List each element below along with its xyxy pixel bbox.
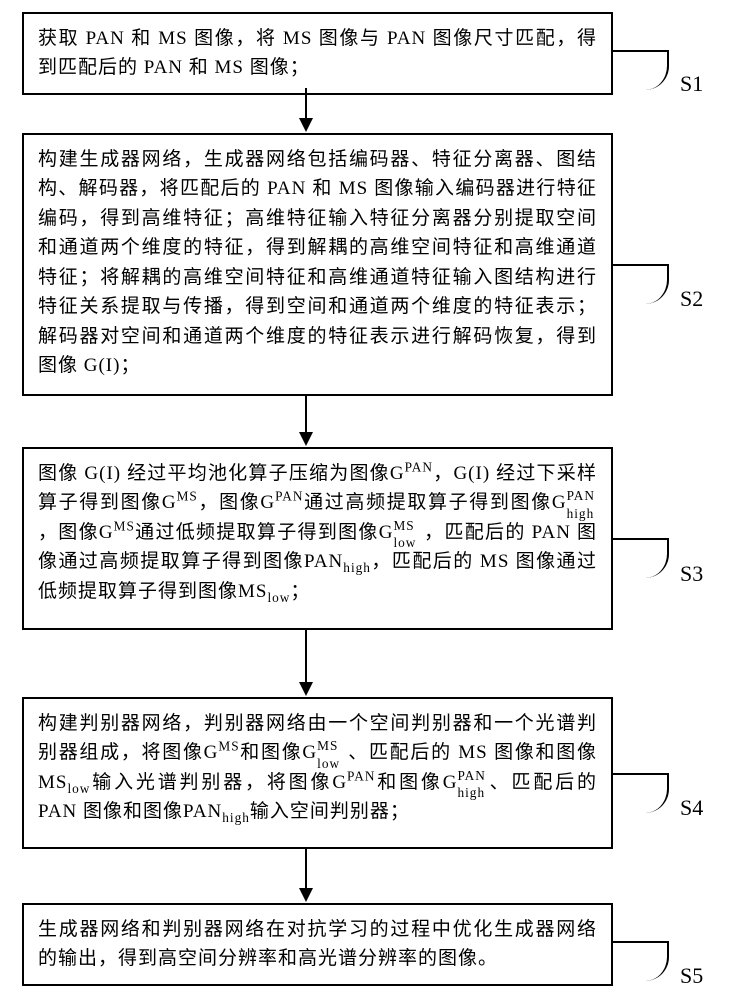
- flowchart-container: 获取 PAN 和 MS 图像，将 MS 图像与 PAN 图像尺寸匹配，得到匹配后…: [0, 0, 735, 1000]
- connector-s1: [613, 50, 669, 90]
- step-label-s4: S4: [680, 795, 703, 821]
- connector-s5: [613, 941, 669, 981]
- arrow-s1-s2-line: [305, 88, 307, 118]
- step-box-s4: 构建判别器网络，判别器网络由一个空间判别器和一个光谱判别器组成，将图像GMS和图…: [22, 697, 613, 849]
- step-label-s5: S5: [680, 963, 703, 989]
- arrow-s3-s4-line: [305, 630, 307, 682]
- step-label-s2: S2: [680, 286, 703, 312]
- arrow-s4-s5-head: [299, 888, 313, 902]
- connector-s2: [613, 264, 669, 304]
- step-box-s2: 构建生成器网络，生成器网络包括编码器、特征分离器、图结构、解码器，将匹配后的 P…: [22, 133, 613, 396]
- connector-s4: [613, 773, 669, 813]
- step-label-s3: S3: [680, 561, 703, 587]
- connector-s3: [613, 538, 669, 578]
- arrow-s3-s4-head: [299, 682, 313, 696]
- arrow-s4-s5-line: [305, 849, 307, 888]
- step-box-s3: 图像 G(I) 经过平均池化算子压缩为图像GPAN，G(I) 经过下采样算子得到…: [22, 447, 613, 630]
- step-box-s5: 生成器网络和判别器网络在对抗学习的过程中优化生成器网络的输出，得到高空间分辨率和…: [22, 903, 613, 986]
- arrow-s2-s3-head: [299, 432, 313, 446]
- step-box-s1: 获取 PAN 和 MS 图像，将 MS 图像与 PAN 图像尺寸匹配，得到匹配后…: [22, 12, 613, 95]
- step-label-s1: S1: [680, 71, 703, 97]
- arrow-s2-s3-line: [305, 396, 307, 432]
- arrow-s1-s2-head: [299, 118, 313, 132]
